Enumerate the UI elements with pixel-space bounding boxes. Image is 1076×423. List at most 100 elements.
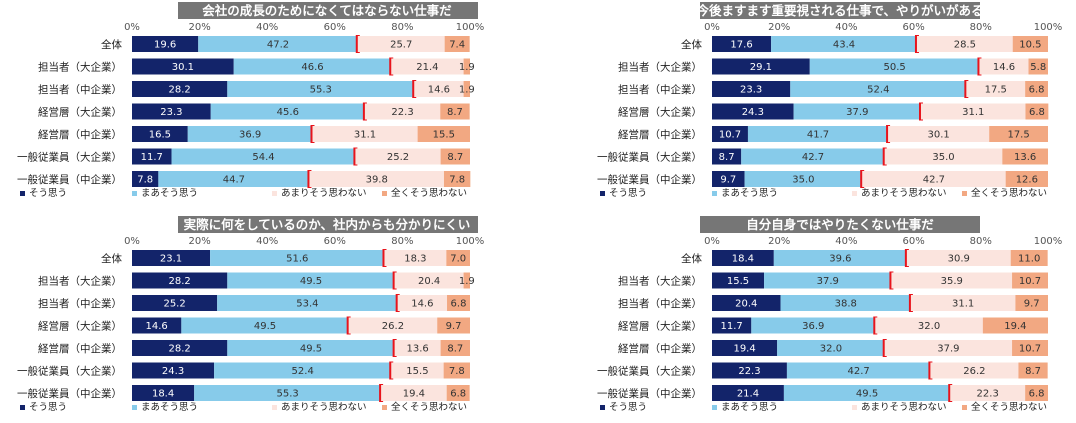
data-label: 14.6	[428, 85, 450, 96]
row-label: 全体	[681, 252, 702, 265]
data-label: 7.8	[137, 175, 153, 186]
data-label: 14.6	[146, 321, 168, 332]
bar-maa-sou-omou	[741, 148, 885, 165]
bar-maa-sou-omou	[158, 171, 310, 187]
legend-label-sou-omou: そう思う	[609, 188, 647, 199]
bar-sou-omou	[132, 362, 215, 379]
bar-maa-sou-omou	[764, 272, 892, 289]
data-label: 23.3	[160, 107, 182, 118]
bar-mattaku-sou-omowanai	[443, 171, 471, 187]
bar-amari-sou-omowanai	[916, 36, 1013, 52]
row-label: 経営層（大企業）	[618, 320, 702, 333]
data-label: 43.4	[833, 40, 855, 51]
legend-swatch-amari-sou-omowanai	[852, 191, 857, 196]
row-label: 経営層（大企業）	[38, 106, 122, 119]
bar-maa-sou-omou	[773, 250, 907, 266]
chart-panel-2: 今後ますます重要視される仕事で、やりがいがある 0% 20% 40% 60% 80% 100…	[597, 2, 1062, 199]
data-label: 15.5	[433, 130, 455, 141]
legend-swatch-maa-sou-omou	[712, 405, 717, 410]
data-label: 30.9	[948, 254, 970, 265]
bar-sou-omou	[132, 272, 228, 289]
data-label: 35.9	[941, 276, 963, 287]
data-label: 15.5	[727, 276, 749, 287]
legend-swatch-mattaku-sou-omowanai	[962, 191, 967, 196]
data-label: 22.3	[977, 389, 999, 400]
tick-label: 0%	[704, 236, 720, 247]
row-label: 経営層（中企業）	[618, 342, 702, 355]
bar-mattaku-sou-omowanai	[1005, 171, 1048, 187]
bar-sou-omou	[712, 317, 752, 334]
bar-mattaku-sou-omowanai	[443, 362, 470, 379]
bar-mattaku-sou-omowanai	[1028, 58, 1048, 75]
bar-amari-sou-omowanai	[381, 385, 447, 401]
bar-mattaku-sou-omowanai	[440, 103, 470, 120]
data-label: 30.1	[172, 62, 194, 73]
data-label: 49.5	[254, 321, 276, 332]
bar-mattaku-sou-omowanai	[446, 250, 470, 266]
data-label: 19.4	[733, 344, 755, 355]
data-label: 22.3	[738, 366, 760, 377]
data-label: 19.6	[154, 40, 176, 51]
bar-mattaku-sou-omowanai	[447, 295, 470, 311]
tick-label: 40%	[256, 22, 278, 33]
tick-label: 100%	[456, 22, 485, 33]
row-label: 担当者（大企業）	[618, 275, 702, 288]
legend-label-amari-sou-omowanai: あまりそう思わない	[861, 188, 947, 199]
data-label: 25.2	[163, 299, 185, 310]
chart-title-banner	[178, 216, 478, 233]
bar-maa-sou-omou	[194, 385, 382, 401]
bar-sou-omou	[132, 340, 228, 356]
data-label: 1.9	[459, 276, 475, 287]
data-label: 52.4	[867, 85, 889, 96]
tick-label: 100%	[1034, 22, 1063, 33]
data-label: 28.2	[169, 85, 191, 96]
data-label: 51.6	[286, 254, 308, 265]
tick-label: 40%	[835, 236, 857, 247]
bar-sou-omou	[132, 148, 172, 165]
bar-amari-sou-omowanai	[397, 295, 448, 311]
bar-sou-omou	[132, 295, 218, 311]
data-label: 7.0	[450, 254, 466, 265]
data-label: 28.2	[169, 344, 191, 355]
bar-maa-sou-omou	[198, 36, 358, 52]
data-label: 38.8	[835, 299, 857, 310]
bar-mattaku-sou-omowanai	[982, 317, 1048, 334]
data-label: 16.5	[149, 130, 171, 141]
legend-label-mattaku-sou-omowanai: 全くそう思わない	[971, 187, 1047, 199]
bar-sou-omou	[132, 126, 188, 142]
legend-swatch-maa-sou-omou	[712, 191, 717, 196]
bar-amari-sou-omowanai	[910, 295, 1016, 311]
data-label: 32.0	[820, 344, 842, 355]
bar-maa-sou-omou	[227, 81, 415, 97]
legend-swatch-sou-omou	[20, 191, 25, 196]
data-label: 42.7	[923, 175, 945, 186]
bar-maa-sou-omou	[227, 272, 395, 289]
data-label: 6.8	[1029, 107, 1045, 118]
row-label: 担当者（中企業）	[618, 83, 702, 96]
data-label: 45.6	[277, 107, 299, 118]
bar-mattaku-sou-omowanai	[1015, 295, 1048, 311]
row-label: 一般従業員（大企業）	[597, 365, 702, 378]
bar-mattaku-sou-omowanai	[1012, 272, 1048, 289]
bar-mattaku-sou-omowanai	[440, 148, 470, 165]
row-label: 一般従業員（中企業）	[17, 173, 122, 186]
data-label: 11.7	[721, 321, 743, 332]
data-label: 39.8	[366, 175, 388, 186]
row-label: 一般従業員（大企業）	[597, 151, 702, 164]
data-label: 9.7	[446, 321, 462, 332]
bar-sou-omou	[132, 317, 182, 334]
legend-label-mattaku-sou-omowanai: 全くそう思わない	[971, 401, 1047, 413]
bar-sou-omou	[712, 36, 772, 52]
row-label: 担当者（大企業）	[38, 275, 122, 288]
data-label: 9.7	[1024, 299, 1040, 310]
data-label: 49.5	[300, 344, 322, 355]
bar-amari-sou-omowanai	[862, 171, 1006, 187]
data-label: 37.9	[846, 107, 868, 118]
bar-sou-omou	[132, 58, 234, 75]
bar-maa-sou-omou	[217, 295, 398, 311]
legend-label-mattaku-sou-omowanai: 全くそう思わない	[391, 401, 467, 413]
tick-label: 80%	[970, 22, 992, 33]
data-label: 8.7	[719, 152, 735, 163]
row-label: 担当者（中企業）	[38, 297, 122, 310]
bar-amari-sou-omowanai	[930, 362, 1019, 379]
